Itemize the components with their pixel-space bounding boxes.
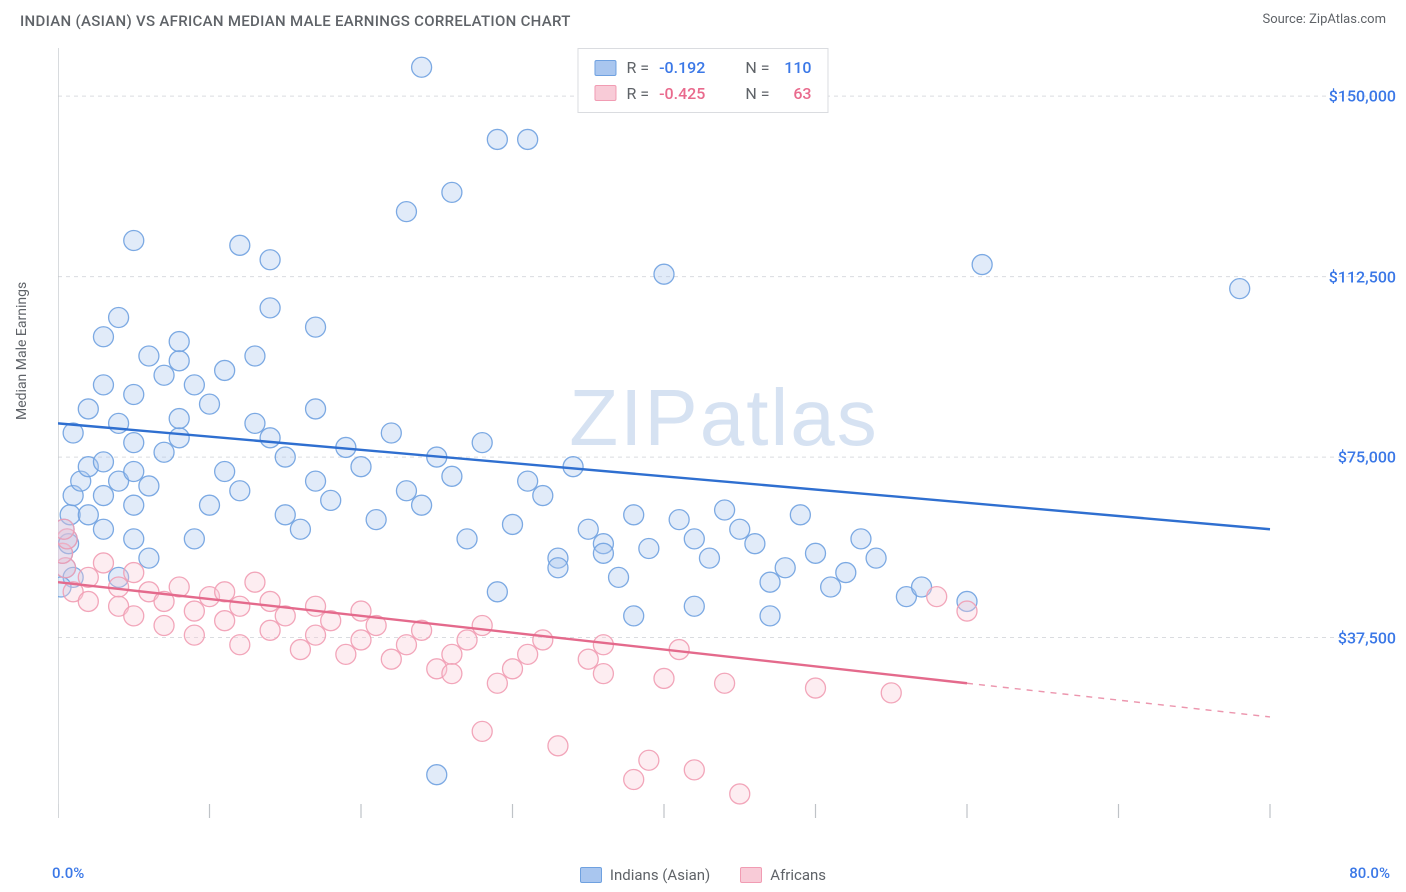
legend-swatch	[740, 867, 762, 883]
y-tick-label: $112,500	[1329, 267, 1396, 286]
legend-row: R = -0.192 N = 110	[594, 55, 811, 81]
series-legend-label: Indians (Asian)	[610, 866, 710, 884]
y-tick-label: $75,000	[1338, 448, 1396, 467]
chart-title: INDIAN (ASIAN) VS AFRICAN MEDIAN MALE EA…	[20, 12, 571, 30]
legend-n-value: 63	[780, 81, 812, 107]
scatter-chart	[58, 48, 1390, 818]
series-legend: Indians (Asian) Africans	[0, 866, 1406, 884]
legend-n-value: 110	[780, 55, 812, 81]
legend-swatch	[580, 867, 602, 883]
legend-n-label: N =	[745, 55, 769, 81]
chart-header: INDIAN (ASIAN) VS AFRICAN MEDIAN MALE EA…	[0, 0, 1406, 36]
series-legend-label: Africans	[770, 866, 826, 884]
source-prefix: Source:	[1262, 12, 1309, 27]
legend-r-label: R =	[626, 81, 649, 107]
chart-area: ZIPatlas	[58, 48, 1390, 818]
legend-n-label: N =	[745, 81, 769, 107]
chart-source: Source: ZipAtlas.com	[1262, 12, 1386, 27]
legend-row: R = -0.425 N = 63	[594, 81, 811, 107]
legend-swatch	[594, 85, 616, 101]
legend-r-value: -0.425	[659, 81, 705, 107]
series-legend-item: Africans	[740, 866, 826, 884]
y-axis-label: Median Male Earnings	[14, 282, 30, 420]
y-tick-label: $150,000	[1329, 87, 1396, 106]
legend-r-label: R =	[626, 55, 649, 81]
legend-r-value: -0.192	[659, 55, 705, 81]
legend-swatch	[594, 60, 616, 76]
correlation-legend: R = -0.192 N = 110 R = -0.425 N = 63	[577, 48, 828, 113]
source-name: ZipAtlas.com	[1309, 12, 1386, 27]
series-legend-item: Indians (Asian)	[580, 866, 710, 884]
y-tick-label: $37,500	[1338, 628, 1396, 647]
x-axis-min-label: 0.0%	[52, 864, 84, 882]
x-axis-max-label: 80.0%	[1349, 864, 1390, 882]
